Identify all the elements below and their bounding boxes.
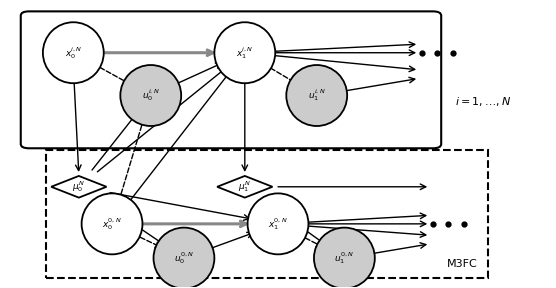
- Ellipse shape: [286, 65, 347, 126]
- Text: $i = 1, \ldots, N$: $i = 1, \ldots, N$: [455, 95, 512, 108]
- Ellipse shape: [153, 228, 215, 288]
- Text: M3FC: M3FC: [446, 259, 477, 270]
- Ellipse shape: [82, 193, 142, 254]
- Text: $u_1^{i,N}$: $u_1^{i,N}$: [308, 88, 326, 103]
- FancyBboxPatch shape: [46, 150, 488, 278]
- Ellipse shape: [247, 193, 309, 254]
- Ellipse shape: [215, 22, 275, 83]
- Text: $x_1^{0,N}$: $x_1^{0,N}$: [268, 216, 288, 232]
- Text: $x_0^{i,N}$: $x_0^{i,N}$: [64, 45, 82, 60]
- Text: $\mu_0^N$: $\mu_0^N$: [72, 179, 85, 194]
- Polygon shape: [51, 176, 107, 198]
- Ellipse shape: [120, 65, 181, 126]
- Text: $\mu_1^N$: $\mu_1^N$: [239, 179, 251, 194]
- Text: $u_0^{0,N}$: $u_0^{0,N}$: [174, 250, 194, 266]
- Text: $x_0^{0,N}$: $x_0^{0,N}$: [102, 216, 122, 232]
- FancyBboxPatch shape: [21, 11, 441, 148]
- Text: $u_0^{i,N}$: $u_0^{i,N}$: [142, 88, 160, 103]
- Ellipse shape: [43, 22, 104, 83]
- Ellipse shape: [314, 228, 375, 288]
- Text: $u_1^{0,N}$: $u_1^{0,N}$: [334, 250, 354, 266]
- Polygon shape: [217, 176, 272, 198]
- Text: $x_1^{i,N}$: $x_1^{i,N}$: [236, 45, 254, 60]
